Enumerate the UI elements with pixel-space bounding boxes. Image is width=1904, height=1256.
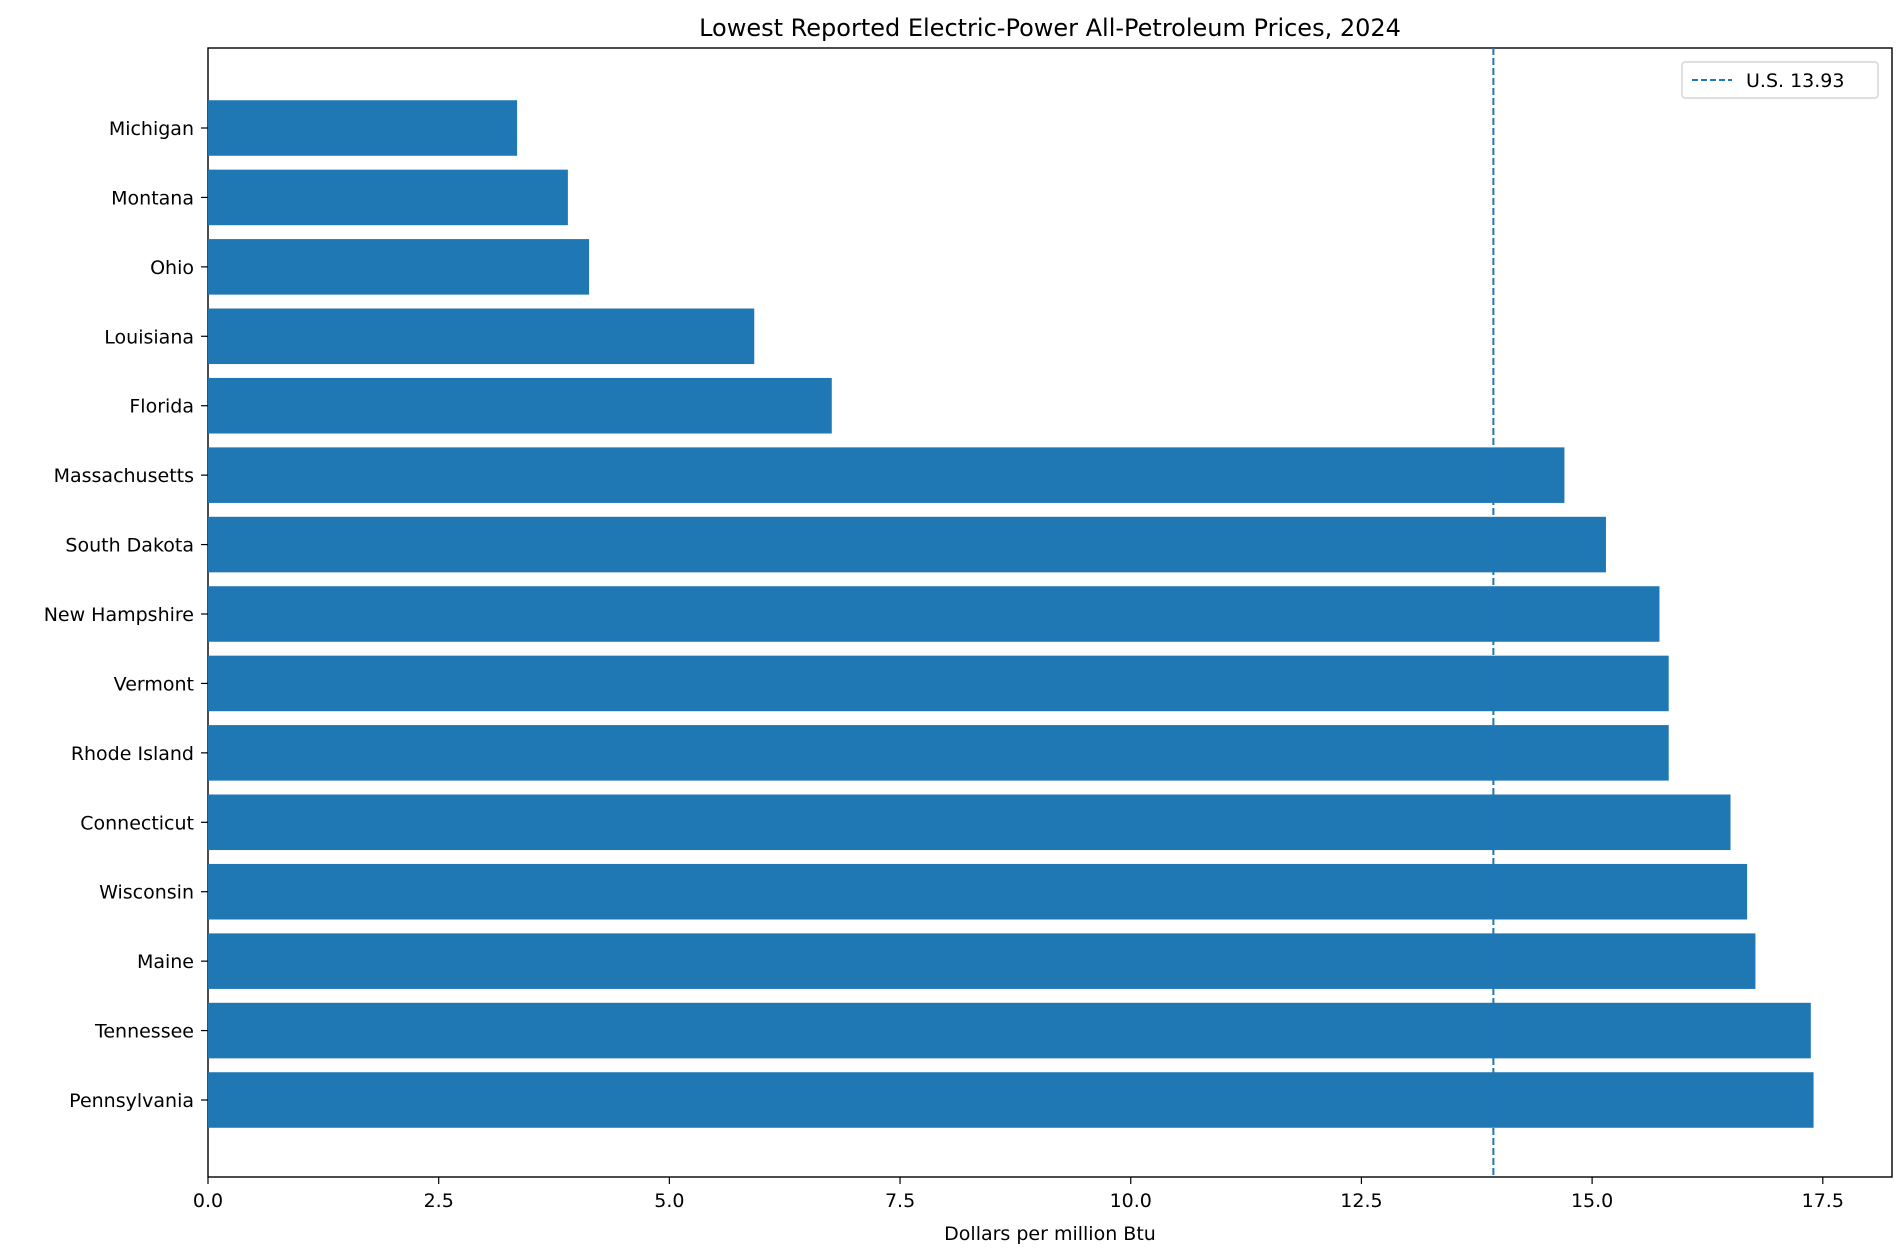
y-tick-label: Tennessee	[94, 1021, 194, 1043]
y-tick-label: Rhode Island	[71, 743, 194, 765]
bars	[208, 100, 1814, 1128]
bar-tennessee	[208, 1002, 1811, 1059]
x-tick-label: 10.0	[1110, 1190, 1152, 1212]
y-tick-label: Connecticut	[80, 812, 194, 834]
y-tick-label: New Hampshire	[44, 604, 194, 626]
x-tick-label: 5.0	[654, 1190, 684, 1212]
bar-montana	[208, 169, 568, 226]
y-tick-label: Michigan	[109, 118, 194, 140]
bar-maine	[208, 933, 1756, 989]
y-tick-label: Ohio	[150, 257, 194, 279]
bar-pennsylvania	[208, 1072, 1814, 1128]
bar-wisconsin	[208, 863, 1748, 920]
legend-box	[1681, 61, 1879, 99]
bar-connecticut	[208, 794, 1731, 851]
y-axis: Michigan Montana Ohio Louisiana Florida Massa…	[44, 118, 208, 1112]
bar-rhode-island	[208, 725, 1669, 781]
bar-michigan	[208, 100, 518, 156]
y-tick-label: Louisiana	[104, 326, 194, 348]
x-tick-label: 0.0	[193, 1190, 223, 1212]
bar-ohio	[208, 239, 590, 295]
x-tick-label: 7.5	[885, 1190, 915, 1212]
legend-label: U.S. 13.93	[1746, 70, 1844, 92]
bar-florida	[208, 377, 832, 434]
y-tick-label: Vermont	[114, 673, 194, 695]
bar-new-hampshire	[208, 586, 1660, 642]
y-tick-label: Maine	[137, 951, 194, 973]
bar-south-dakota	[208, 516, 1606, 573]
y-tick-label: Massachusetts	[54, 465, 194, 487]
chart-title: Lowest Reported Electric-Power All-Petro…	[699, 14, 1401, 42]
x-tick-label: 17.5	[1802, 1190, 1844, 1212]
x-axis: 0.0 2.5 5.0 7.5 10.0 12.5 15.0 17.5	[193, 1177, 1844, 1212]
y-tick-label: South Dakota	[65, 535, 194, 557]
legend: U.S. 13.93	[1681, 61, 1879, 99]
bar-louisiana	[208, 308, 755, 365]
x-axis-label: Dollars per million Btu	[944, 1223, 1156, 1245]
y-tick-label: Montana	[111, 187, 194, 209]
bar-massachusetts	[208, 447, 1565, 503]
x-tick-label: 2.5	[424, 1190, 454, 1212]
x-tick-label: 12.5	[1340, 1190, 1382, 1212]
x-tick-label: 15.0	[1571, 1190, 1613, 1212]
y-tick-label: Wisconsin	[99, 882, 194, 904]
y-tick-label: Florida	[129, 396, 194, 418]
bar-vermont	[208, 655, 1669, 712]
y-tick-label: Pennsylvania	[69, 1090, 194, 1112]
